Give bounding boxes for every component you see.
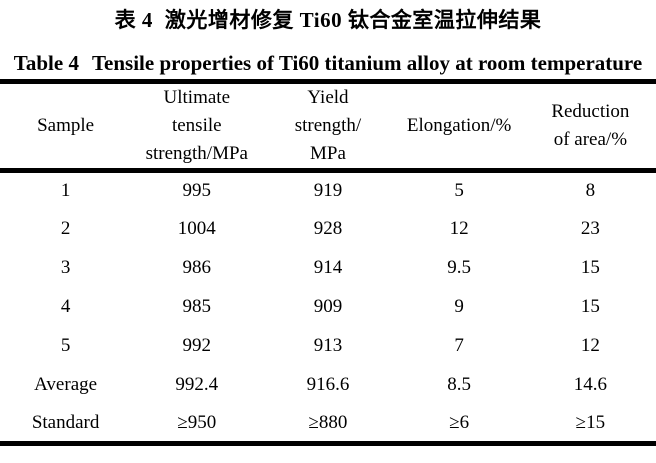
cell-yield-strength: 913 [313,335,343,356]
cell-uts: 1004 [177,218,216,239]
cell-uts: 986 [182,257,212,278]
table-row-sample-1: 1 995 919 5 8 [0,171,656,210]
column-header-yield-strength: Yield strength/ MPa [294,87,362,164]
table-row-standard: Standard ≥950 ≥880 ≥6 ≥15 [0,405,656,444]
tensile-properties-table: Sample Ultimate tensile strength/MPa Yie… [0,79,656,446]
cell-reduction-of-area: 15 [580,257,600,278]
table-row-sample-5: 5 992 913 7 12 [0,327,656,366]
column-header-reduction-of-area: Reduction of area/% [551,101,630,150]
cell-reduction-of-area: 12 [580,335,600,356]
cell-elongation: 7 [454,335,464,356]
cell-yield-strength: 919 [313,180,343,202]
column-header-elongation: Elongation/% [406,115,512,136]
cell-yield-strength: ≥880 [308,411,348,433]
table-row-sample-2: 2 1004 928 12 23 [0,210,656,249]
cell-elongation: 5 [454,180,464,202]
cell-sample: 3 [60,257,71,278]
cell-sample: Average [34,374,98,395]
cell-uts: 992.4 [175,374,219,395]
cell-elongation: 9.5 [447,257,472,278]
cell-reduction-of-area: 23 [580,218,600,239]
cell-uts: 985 [182,296,212,317]
cell-uts: 995 [182,180,212,202]
cell-sample: Standard [31,411,100,433]
cell-yield-strength: 928 [313,218,343,239]
cell-yield-strength: 914 [313,257,343,278]
cell-reduction-of-area: 15 [580,296,600,317]
cell-elongation: 8.5 [447,374,472,395]
table-row-average: Average 992.4 916.6 8.5 14.6 [0,366,656,405]
cell-uts: ≥950 [177,411,217,433]
table-caption-chinese: 表 4 激光增材修复 Ti60 钛合金室温拉伸结果 [0,7,656,34]
table-header-row: Sample Ultimate tensile strength/MPa Yie… [0,82,656,171]
cell-reduction-of-area: ≥15 [575,411,606,433]
cell-yield-strength: 916.6 [306,374,350,395]
table-caption-chinese-title: 激光增材修复 Ti60 钛合金室温拉伸结果 [164,8,542,32]
table-caption-english-title: Tensile properties of Ti60 titanium allo… [91,51,643,75]
column-header-sample: Sample [37,115,95,136]
cell-reduction-of-area: 8 [585,180,596,202]
cell-elongation: ≥6 [449,411,470,433]
cell-elongation: 9 [454,296,464,317]
cell-uts: 992 [182,335,212,356]
table-caption-chinese-label: 表 4 [114,8,153,32]
table-row-sample-4: 4 985 909 9 15 [0,288,656,327]
cell-sample: 5 [60,335,71,356]
table-caption-english: Table 4 Tensile properties of Ti60 titani… [0,50,656,76]
cell-sample: 1 [60,180,71,202]
cell-yield-strength: 909 [313,296,343,317]
table-row-sample-3: 3 986 914 9.5 15 [0,249,656,288]
column-header-ultimate-tensile-strength: Ultimate tensile strength/MPa [145,87,248,164]
cell-sample: 2 [60,218,71,239]
table-caption-english-label: Table 4 [13,51,79,75]
cell-sample: 4 [60,296,71,317]
cell-elongation: 12 [449,218,469,239]
cell-reduction-of-area: 14.6 [573,374,607,395]
